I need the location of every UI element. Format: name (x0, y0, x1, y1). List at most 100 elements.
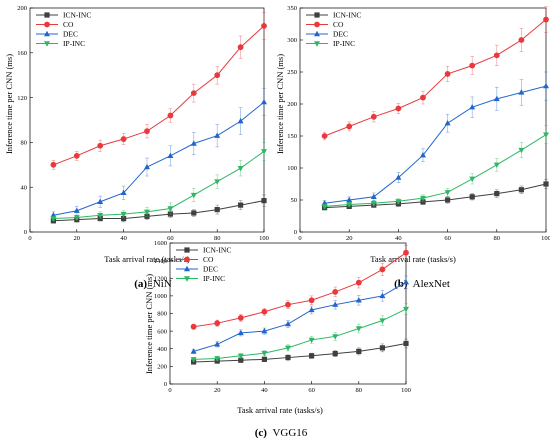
data-point-vgg16-icn-inc-80 (356, 348, 362, 354)
data-point-vgg16-dec-100 (403, 279, 409, 285)
y-tick-label-vgg16-800: 800 (157, 311, 167, 318)
data-point-nin-co-30 (97, 142, 104, 149)
series-alexnet-co (321, 6, 549, 141)
series-line-nin-ip-inc (53, 150, 265, 220)
data-point-vgg16-co-100 (403, 249, 409, 256)
data-point-nin-dec-100 (261, 98, 267, 105)
caption-letter-vgg16: (c) (255, 427, 268, 439)
data-point-alexnet-icn-inc-100 (543, 181, 549, 187)
plot-area-alexnet: 0 20 40 60 80 100 0 50 100 150 200 250 300 350 ICN-INC… (287, 5, 550, 242)
series-line-alexnet-icn-inc (324, 183, 547, 209)
data-point-vgg16-dec-30 (237, 329, 244, 336)
series-nin-dec (50, 88, 267, 219)
data-point-alexnet-co-20 (346, 123, 353, 130)
y-tick-label-alexnet-200: 200 (287, 101, 297, 108)
caption-name-alexnet: AlexNet (413, 278, 450, 290)
legend-marker-nin-dec (44, 30, 50, 37)
data-point-nin-co-90 (237, 44, 244, 51)
data-point-vgg16-co-50 (285, 301, 291, 308)
y-axis-title-alexnet: Inference time per CNN (ms) (275, 54, 285, 154)
x-tick-label-alexnet-0: 0 (298, 235, 301, 242)
y-tick-label-vgg16-400: 400 (157, 346, 167, 353)
series-nin-icn-inc (50, 194, 267, 224)
x-tick-label-vgg16-60: 60 (308, 387, 315, 394)
series-nin-ip-inc (50, 142, 267, 222)
legend-marker-nin-co (44, 21, 50, 28)
data-point-vgg16-dec-20 (214, 341, 221, 347)
data-point-nin-dec-30 (97, 198, 104, 204)
legend-label-vgg16-co: CO (203, 255, 214, 264)
data-point-alexnet-ip-inc-90 (518, 147, 525, 154)
legend-label-alexnet-ip-inc: IP-INC (333, 39, 355, 48)
x-tick-label-alexnet-40: 40 (395, 235, 402, 242)
legend-label-nin-icn-inc: ICN-INC (63, 11, 91, 20)
y-tick-label-nin-0: 0 (24, 229, 27, 236)
x-tick-label-vgg16-20: 20 (214, 387, 221, 394)
x-tick-label-alexnet-80: 80 (494, 235, 501, 242)
series-vgg16-ip-inc (190, 303, 409, 363)
legend-marker-vgg16-co (184, 256, 190, 263)
data-point-alexnet-co-50 (420, 94, 426, 101)
data-point-nin-ip-inc-80 (214, 179, 221, 185)
legend-entry-vgg16-dec: DEC (176, 265, 218, 274)
axes-frame-nin (29, 7, 265, 233)
data-point-nin-dec-60 (167, 152, 174, 159)
data-point-vgg16-dec-40 (261, 327, 268, 334)
data-point-alexnet-icn-inc-50 (420, 199, 426, 205)
data-point-alexnet-ip-inc-30 (370, 201, 377, 207)
data-point-alexnet-co-70 (469, 62, 476, 69)
chart-panel-vgg16: 0 20 40 60 80 1000200400600800100012001400160… (144, 240, 411, 439)
data-point-alexnet-co-40 (395, 105, 402, 112)
data-point-vgg16-ip-inc-20 (214, 356, 221, 362)
data-point-nin-ip-inc-60 (167, 206, 174, 212)
legend-entry-vgg16-co: CO (176, 255, 214, 264)
data-point-vgg16-co-40 (261, 308, 268, 315)
legend-entry-nin-dec: DEC (36, 30, 78, 39)
y-tick-label-nin-40: 40 (21, 184, 28, 191)
axes-frame-alexnet (299, 7, 547, 233)
data-point-nin-dec-40 (120, 189, 127, 195)
data-point-alexnet-ip-inc-10 (321, 204, 328, 210)
data-point-alexnet-ip-inc-50 (420, 195, 426, 202)
data-point-vgg16-co-30 (237, 315, 244, 321)
y-tick-label-vgg16-600: 600 (157, 328, 167, 335)
y-axis-title-nin: Inference time per CNN (ms) (4, 54, 14, 154)
data-point-nin-dec-20 (73, 207, 80, 213)
x-axis-title-nin: Task arrival rate (tasks/s) (104, 254, 190, 264)
data-point-alexnet-dec-90 (518, 89, 525, 95)
caption-nin: (a) NiN (134, 278, 172, 290)
y-tick-label-alexnet-300: 300 (287, 37, 297, 44)
y-tick-label-nin-80: 80 (21, 140, 28, 147)
data-point-alexnet-icn-inc-60 (445, 197, 451, 203)
legend-label-vgg16-ip-inc: IP-INC (203, 274, 225, 283)
data-point-nin-co-70 (190, 90, 197, 97)
legend-marker-alexnet-ip-inc (314, 41, 320, 47)
data-point-vgg16-ip-inc-50 (285, 345, 291, 352)
data-point-nin-ip-inc-70 (190, 192, 197, 199)
data-point-alexnet-dec-70 (469, 104, 476, 110)
data-point-alexnet-dec-30 (370, 193, 377, 199)
series-vgg16-dec (190, 275, 409, 354)
series-line-alexnet-dec (324, 85, 547, 204)
data-point-nin-dec-50 (144, 163, 150, 170)
y-tick-label-vgg16-0: 0 (164, 381, 167, 388)
series-line-alexnet-ip-inc (324, 134, 547, 207)
y-tick-label-vgg16-1600: 1600 (154, 240, 167, 247)
data-point-vgg16-dec-50 (285, 320, 291, 327)
data-point-vgg16-dec-60 (308, 306, 315, 313)
x-tick-label-vgg16-0: 0 (168, 387, 171, 394)
data-point-vgg16-co-70 (332, 289, 339, 295)
data-point-vgg16-dec-70 (332, 301, 339, 307)
data-point-nin-co-60 (167, 112, 174, 119)
data-point-alexnet-dec-60 (444, 120, 451, 126)
legend-marker-alexnet-dec (314, 30, 320, 37)
data-point-nin-icn-inc-40 (121, 215, 127, 222)
data-point-vgg16-ip-inc-10 (190, 357, 197, 363)
legend-entry-alexnet-ip-inc: IP-INC (306, 39, 355, 48)
x-tick-label-alexnet-20: 20 (346, 235, 353, 242)
caption-vgg16: (c) VGG16 (255, 427, 308, 439)
y-tick-label-alexnet-150: 150 (287, 133, 297, 140)
y-tick-label-vgg16-1000: 1000 (154, 293, 167, 300)
data-point-alexnet-dec-20 (346, 196, 353, 203)
